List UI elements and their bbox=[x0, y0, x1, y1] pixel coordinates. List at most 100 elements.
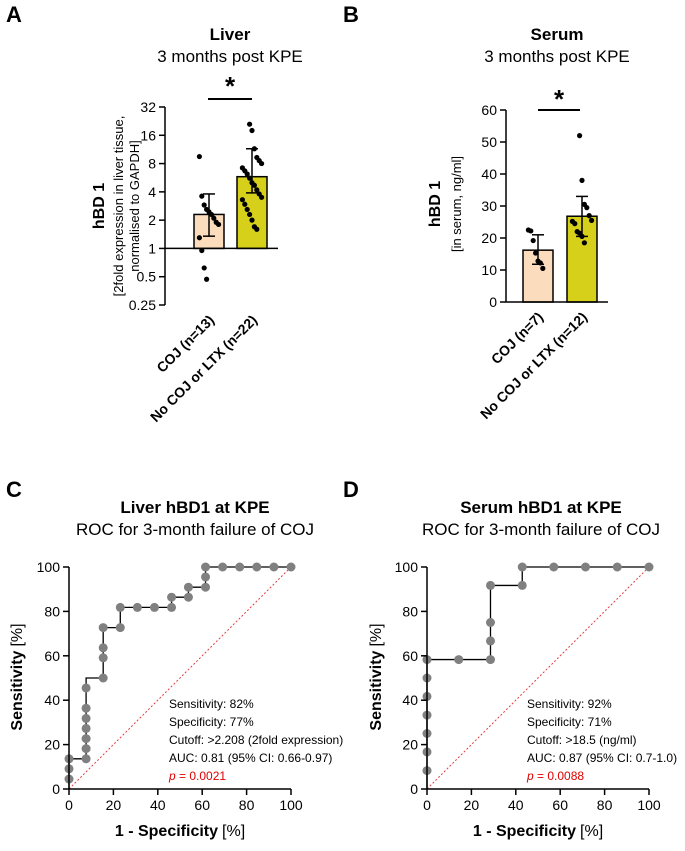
panel-d-xtick: 0 bbox=[423, 797, 431, 813]
panel-b-ytick: 60 bbox=[481, 102, 497, 118]
panel-c-letter: C bbox=[6, 477, 22, 502]
panel-a-ytick: 16 bbox=[140, 127, 156, 143]
panel-d-ytick: 60 bbox=[402, 648, 418, 664]
panel-a-ylabel-sub-1: [2fold expression in liver tissue, bbox=[111, 116, 126, 297]
panel-c-xtick: 40 bbox=[150, 797, 166, 813]
panel-c-ytick: 0 bbox=[52, 781, 60, 797]
panel-c-roc-point bbox=[81, 723, 91, 733]
panel-a-data-point bbox=[249, 127, 255, 134]
panel-c-ylabel-text: Sensitivity bbox=[9, 650, 26, 730]
panel-d-p-label: p bbox=[526, 769, 534, 783]
panel-c-roc-point bbox=[252, 562, 262, 572]
panel-b-letter: B bbox=[343, 2, 359, 27]
panel-c-sensitivity: Sensitivity: 82% bbox=[169, 697, 254, 711]
panel-b-categories: COJ (n=7) No COJ or LTX (n=12) bbox=[477, 309, 590, 422]
panel-c-ylabel-unit: [%] bbox=[9, 623, 26, 646]
panel-c-xtick: 0 bbox=[65, 797, 73, 813]
panel-a-data-point bbox=[251, 182, 257, 188]
panel-a-data-point bbox=[254, 187, 260, 193]
panel-a-data-point bbox=[244, 171, 250, 177]
panel-d-xlabel-text: 1 - Specificity bbox=[473, 823, 576, 840]
panel-b-data-point bbox=[572, 221, 578, 227]
panel-c-cutoff: Cutoff: >2.208 (2fold expression) bbox=[169, 733, 343, 747]
panel-c-roc-point bbox=[98, 673, 108, 683]
panel-c-roc-point bbox=[98, 643, 108, 653]
panel-c-roc-point bbox=[235, 562, 245, 572]
panel-c-roc-point bbox=[115, 602, 125, 612]
panel-c-auc: AUC: 0.81 (95% CI: 0.66-0.97) bbox=[169, 751, 332, 765]
panel-c-title: Liver hBD1 at KPE bbox=[120, 498, 269, 517]
panel-a-data-point bbox=[211, 215, 217, 221]
panel-b: B Serum 3 months post KPE hBD 1 [in seru… bbox=[343, 2, 630, 422]
panel-a-ytick: 2 bbox=[148, 212, 156, 228]
panel-b-plot bbox=[500, 109, 608, 303]
panel-a-data-point bbox=[204, 276, 210, 282]
panel-d-cutoff: Cutoff: >18.5 (ng/ml) bbox=[527, 733, 637, 747]
panel-d-xlabel-unit: [%] bbox=[580, 823, 603, 840]
panel-a-ytick: 0.25 bbox=[129, 297, 156, 313]
panel-a-ytick: 4 bbox=[148, 184, 156, 200]
panel-a-yticks: 0.25 0.5 1 2 4 8 16 32 bbox=[129, 99, 156, 313]
panel-a-data-point bbox=[247, 175, 253, 181]
panel-a-categories: COJ (n=13) No COJ or LTX (n=22) bbox=[147, 312, 260, 425]
panel-c-roc-point bbox=[81, 683, 91, 693]
panel-a-plot bbox=[159, 106, 278, 306]
panel-d-roc-point bbox=[612, 562, 622, 572]
panel-a-data-point bbox=[208, 211, 214, 218]
panel-d-roc-point bbox=[644, 562, 654, 572]
panel-a-data-point bbox=[199, 193, 205, 199]
panel-b-data-point bbox=[579, 177, 585, 183]
panel-d-xtick: 40 bbox=[508, 797, 524, 813]
panel-d-title: Serum hBD1 at KPE bbox=[460, 498, 622, 517]
panel-b-title: Serum bbox=[531, 25, 584, 44]
panel-c-roc-point bbox=[98, 653, 108, 663]
panel-a-significance: * bbox=[225, 71, 236, 101]
panel-a-ytick: 8 bbox=[148, 156, 156, 172]
panel-c-stats: Sensitivity: 82% Specificity: 77% Cutoff… bbox=[168, 697, 343, 783]
panel-b-data-point bbox=[533, 250, 539, 256]
panel-c-roc-point bbox=[201, 572, 211, 582]
panel-c-reference-line bbox=[68, 566, 292, 790]
panel-c-pvalue: p = 0.0021 bbox=[168, 769, 226, 783]
panel-d-ylabel-unit: [%] bbox=[368, 623, 385, 646]
panel-d-roc-point bbox=[549, 562, 559, 572]
panel-d-ytick: 20 bbox=[402, 737, 418, 753]
panel-c-yticks: 0 20 40 60 80 100 bbox=[37, 559, 61, 797]
panel-d-roc-point bbox=[485, 580, 495, 590]
panel-c-roc-point bbox=[81, 754, 91, 764]
panel-a-data-point bbox=[249, 217, 255, 223]
panel-a-data-point bbox=[251, 146, 257, 152]
panel-b-data-point bbox=[584, 205, 590, 211]
panel-b-ylabel: hBD 1 bbox=[427, 181, 444, 227]
panel-c-roc-point bbox=[201, 582, 211, 592]
panel-d-roc-point bbox=[485, 655, 495, 665]
panel-a-data-point bbox=[259, 194, 265, 200]
panel-c-xticks: 0 20 40 60 80 100 bbox=[65, 797, 303, 813]
panel-b-data-point bbox=[579, 233, 585, 239]
panel-c-roc-point bbox=[183, 592, 193, 602]
panel-a-data-point bbox=[196, 235, 202, 241]
panel-a-ytick: 1 bbox=[148, 240, 156, 256]
panel-d-auc: AUC: 0.87 (95% CI: 0.7-1.0) bbox=[527, 751, 677, 765]
panel-c-roc-point bbox=[286, 562, 296, 572]
panel-d-roc-point bbox=[454, 655, 464, 665]
panel-b-ytick: 10 bbox=[481, 262, 497, 278]
panel-d-specificity: Specificity: 71% bbox=[527, 715, 612, 729]
panel-c-xtick: 20 bbox=[106, 797, 122, 813]
panel-b-data-point bbox=[530, 237, 536, 244]
panel-b-ytick: 0 bbox=[489, 294, 497, 310]
panel-b-data-point bbox=[589, 217, 595, 223]
panel-d-subtitle: ROC for 3-month failure of COJ bbox=[422, 520, 660, 539]
panel-d-ytick: 40 bbox=[402, 692, 418, 708]
panel-d-roc-point bbox=[517, 562, 527, 572]
panel-b-data-point bbox=[581, 240, 588, 246]
panel-a-ylabel: hBD 1 bbox=[91, 183, 108, 229]
panel-d-pvalue: p = 0.0088 bbox=[526, 769, 584, 783]
panel-b-data-point bbox=[577, 133, 583, 139]
panel-c-ytick: 20 bbox=[44, 737, 60, 753]
panel-c-roc-point bbox=[183, 582, 193, 592]
panel-c-roc-point bbox=[81, 713, 91, 723]
panel-d-plot bbox=[421, 562, 654, 795]
panel-c-roc-point bbox=[167, 602, 177, 612]
